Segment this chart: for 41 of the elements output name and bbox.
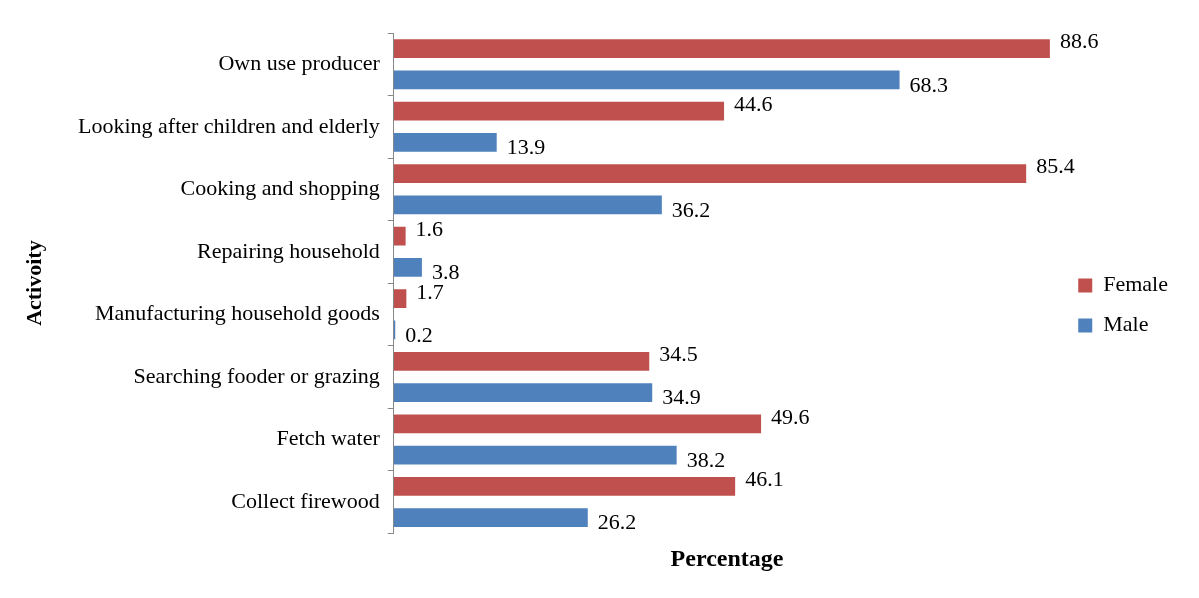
bar bbox=[393, 383, 653, 402]
x-axis-title: Percentage bbox=[670, 544, 784, 571]
y-tick-label: Fetch water bbox=[276, 425, 381, 451]
y-tick-label: Looking after children and elderly bbox=[77, 112, 380, 138]
data-label: 34.9 bbox=[662, 384, 701, 410]
bar bbox=[393, 164, 1027, 184]
bar bbox=[393, 258, 422, 277]
bar bbox=[393, 414, 762, 434]
bar bbox=[393, 445, 677, 465]
bar bbox=[393, 195, 662, 215]
y-tick-label: Searching fooder or grazing bbox=[133, 362, 380, 388]
y-axis-title: Activoity bbox=[20, 240, 46, 326]
data-label: 13.9 bbox=[506, 134, 546, 160]
data-label: 68.3 bbox=[909, 71, 949, 97]
legend-label: Male bbox=[1103, 311, 1149, 337]
bar bbox=[393, 133, 497, 152]
data-label: 46.1 bbox=[745, 466, 784, 492]
data-label: 26.2 bbox=[597, 509, 637, 535]
legend-label: Female bbox=[1103, 271, 1169, 297]
bar bbox=[393, 226, 406, 246]
bar bbox=[393, 351, 650, 371]
data-label: 38.2 bbox=[686, 446, 726, 472]
bar bbox=[393, 101, 725, 121]
bar bbox=[393, 39, 1050, 59]
y-tick-label: Cooking and shopping bbox=[180, 175, 380, 201]
data-label: 1.6 bbox=[415, 215, 444, 241]
y-tick-label: Manufacturing household goods bbox=[95, 300, 380, 326]
data-label: 85.4 bbox=[1036, 153, 1075, 179]
data-label: 44.6 bbox=[734, 90, 773, 116]
bar bbox=[393, 289, 407, 309]
data-label: 34.5 bbox=[659, 341, 698, 367]
data-label: 49.6 bbox=[771, 403, 810, 429]
data-label: 88.6 bbox=[1059, 28, 1099, 54]
bar bbox=[393, 476, 736, 496]
bar bbox=[393, 70, 900, 90]
bar bbox=[393, 508, 588, 527]
data-label: 36.2 bbox=[671, 196, 711, 222]
y-tick-label: Collect firewood bbox=[231, 487, 380, 513]
y-tick-label: Own use producer bbox=[218, 50, 381, 76]
y-tick-label: Repairing household bbox=[197, 237, 380, 263]
data-label: 0.2 bbox=[405, 321, 433, 347]
